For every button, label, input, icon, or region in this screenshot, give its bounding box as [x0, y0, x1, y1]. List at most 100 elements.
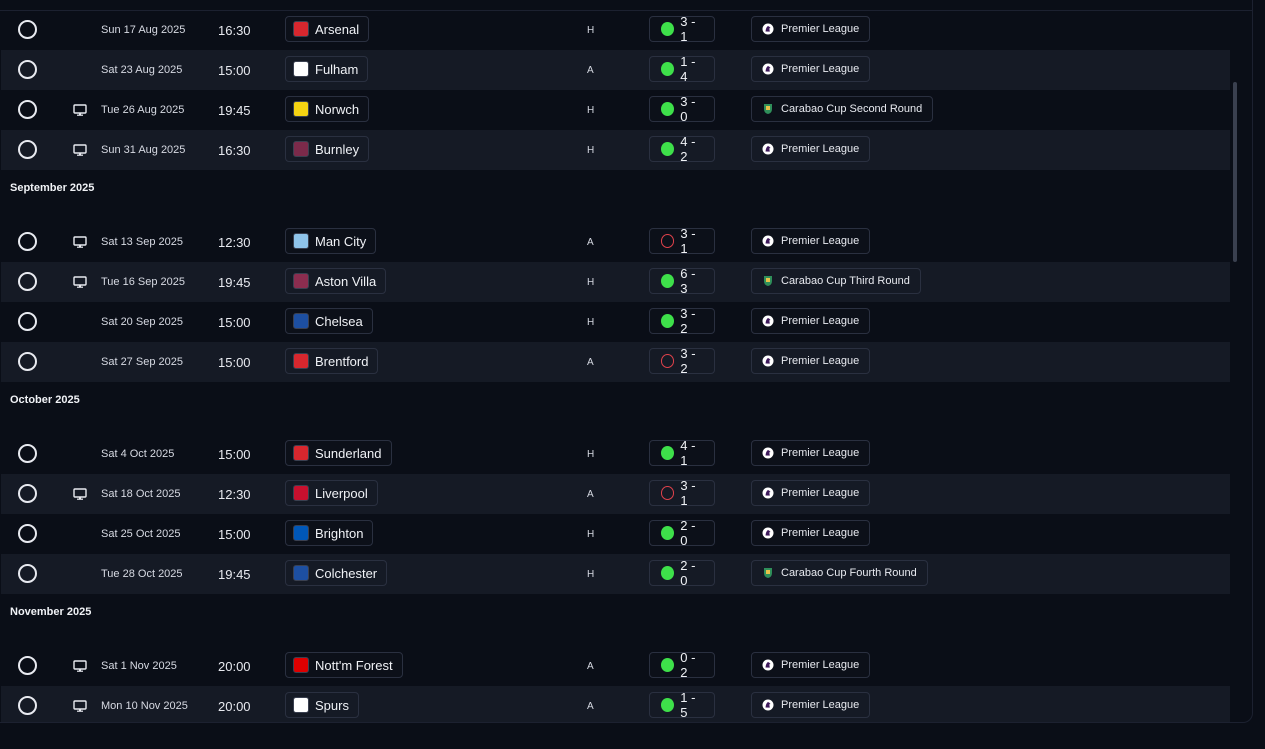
fixture-row[interactable]: Tue 28 Oct 2025 19:45 Colchester H 2 - 0 Cara… [1, 554, 1230, 594]
select-radio[interactable] [18, 272, 37, 291]
match-date: Sat 27 Sep 2025 [101, 356, 183, 368]
club-crest-icon [293, 525, 309, 541]
competition-chip[interactable]: Premier League [751, 440, 871, 466]
competition-chip[interactable]: Premier League [751, 348, 871, 374]
opponent-chip[interactable]: Burnley [285, 136, 370, 162]
result-chip[interactable]: 3 - 1 [649, 14, 715, 44]
select-radio[interactable] [18, 60, 37, 79]
select-radio[interactable] [18, 656, 37, 675]
match-date: Tue 16 Sep 2025 [101, 276, 185, 288]
select-radio[interactable] [18, 312, 37, 331]
opponent-chip[interactable]: Man City [285, 228, 377, 254]
opponent-chip[interactable]: Sunderland [285, 440, 392, 466]
premier-league-icon [762, 699, 774, 711]
competition-chip[interactable]: Carabao Cup Fourth Round [751, 560, 928, 586]
kickoff-time: 19:45 [218, 274, 251, 290]
competition-chip[interactable]: Premier League [751, 16, 871, 42]
competition-chip[interactable]: Premier League [751, 652, 871, 678]
fixture-row[interactable]: Sat 27 Sep 2025 15:00 Brentford A 3 - 2 Premi… [1, 342, 1230, 382]
match-date: Sun 31 Aug 2025 [101, 144, 186, 156]
tv-broadcast-icon [72, 474, 88, 514]
opponent-chip[interactable]: Aston Villa [285, 268, 387, 294]
competition-chip[interactable]: Carabao Cup Second Round [751, 96, 934, 122]
win-status-icon [661, 22, 675, 36]
opponent-chip[interactable]: Liverpool [285, 480, 378, 506]
opponent-name: Aston Villa [315, 273, 377, 289]
competition-chip[interactable]: Premier League [751, 692, 871, 718]
result-chip[interactable]: 2 - 0 [649, 558, 715, 588]
match-date: Sat 13 Sep 2025 [101, 236, 183, 248]
tv-broadcast-icon [72, 262, 88, 302]
select-radio[interactable] [18, 352, 37, 371]
select-radio[interactable] [18, 140, 37, 159]
opponent-chip[interactable]: Brentford [285, 348, 379, 374]
result-chip[interactable]: 3 - 1 [649, 226, 715, 256]
opponent-chip[interactable]: Brighton [285, 520, 374, 546]
fixture-row[interactable]: Sun 31 Aug 2025 16:30 Burnley H 4 - 2 Premier… [1, 130, 1230, 170]
score-text: 2 - 0 [680, 518, 696, 548]
select-radio[interactable] [18, 564, 37, 583]
venue-indicator: H [587, 144, 595, 156]
premier-league-icon [762, 315, 774, 327]
tv-broadcast-icon [72, 686, 88, 722]
competition-chip[interactable]: Carabao Cup Third Round [751, 268, 921, 294]
competition-chip[interactable]: Premier League [751, 136, 871, 162]
result-chip[interactable]: 3 - 2 [649, 306, 715, 336]
fixture-row[interactable]: Sat 1 Nov 2025 20:00 Nott'm Forest A 0 - 2 Pr… [1, 646, 1230, 686]
select-radio[interactable] [18, 100, 37, 119]
result-chip[interactable]: 4 - 1 [649, 438, 715, 468]
kickoff-time: 15:00 [218, 526, 251, 542]
opponent-chip[interactable]: Fulham [285, 56, 369, 82]
select-radio[interactable] [18, 444, 37, 463]
fixture-row[interactable]: Tue 16 Sep 2025 19:45 Aston Villa H 6 - 3 Car… [1, 262, 1230, 302]
fixture-row[interactable]: Sat 23 Aug 2025 15:00 Fulham A 1 - 4 Premier … [1, 50, 1230, 90]
opponent-chip[interactable]: Colchester [285, 560, 388, 586]
opponent-chip[interactable]: Arsenal [285, 16, 370, 42]
competition-name: Premier League [781, 23, 860, 35]
result-chip[interactable]: 1 - 5 [649, 690, 715, 720]
result-chip[interactable]: 2 - 0 [649, 518, 715, 548]
club-crest-icon [293, 101, 309, 117]
result-chip[interactable]: 1 - 4 [649, 54, 715, 84]
fixture-row[interactable]: Sun 17 Aug 2025 16:30 Arsenal H 3 - 1 Premier… [1, 10, 1230, 50]
result-chip[interactable]: 0 - 2 [649, 650, 715, 680]
select-radio[interactable] [18, 484, 37, 503]
opponent-chip[interactable]: Spurs [285, 692, 359, 718]
select-radio[interactable] [18, 696, 37, 715]
opponent-chip[interactable]: Norwch [285, 96, 370, 122]
competition-chip[interactable]: Premier League [751, 56, 871, 82]
competition-name: Carabao Cup Fourth Round [781, 567, 917, 579]
scrollbar-thumb[interactable] [1233, 82, 1237, 262]
select-radio[interactable] [18, 524, 37, 543]
fixture-row[interactable]: Sat 13 Sep 2025 12:30 Man City A 3 - 1 Premie… [1, 222, 1230, 262]
venue-indicator: A [587, 700, 594, 712]
premier-league-icon [762, 23, 774, 35]
kickoff-time: 19:45 [218, 102, 251, 118]
fixture-row[interactable]: Tue 26 Aug 2025 19:45 Norwch H 3 - 0 Carabao … [1, 90, 1230, 130]
result-chip[interactable]: 3 - 0 [649, 94, 715, 124]
select-radio[interactable] [18, 232, 37, 251]
select-radio[interactable] [18, 20, 37, 39]
competition-name: Premier League [781, 659, 860, 671]
fixture-row[interactable]: Sat 18 Oct 2025 12:30 Liverpool A 3 - 1 Premi… [1, 474, 1230, 514]
venue-indicator: H [587, 316, 595, 328]
fixture-row[interactable]: Sat 4 Oct 2025 15:00 Sunderland H 4 - 1 Premi… [1, 434, 1230, 474]
result-chip[interactable]: 6 - 3 [649, 266, 715, 296]
opponent-chip[interactable]: Nott'm Forest [285, 652, 403, 678]
fixture-row[interactable]: Sat 20 Sep 2025 15:00 Chelsea H 3 - 2 Premier… [1, 302, 1230, 342]
venue-indicator: H [587, 448, 595, 460]
opponent-chip[interactable]: Chelsea [285, 308, 373, 334]
fixture-row[interactable]: Sat 25 Oct 2025 15:00 Brighton H 2 - 0 Premie… [1, 514, 1230, 554]
fixtures-list: Sun 17 Aug 2025 16:30 Arsenal H 3 - 1 Premier… [1, 10, 1230, 722]
competition-chip[interactable]: Premier League [751, 520, 871, 546]
competition-chip[interactable]: Premier League [751, 308, 871, 334]
competition-chip[interactable]: Premier League [751, 228, 871, 254]
venue-indicator: H [587, 528, 595, 540]
venue-indicator: A [587, 64, 594, 76]
fixture-row[interactable]: Mon 10 Nov 2025 20:00 Spurs A 1 - 5 Premier L… [1, 686, 1230, 722]
header-divider [0, 10, 1252, 11]
result-chip[interactable]: 4 - 2 [649, 134, 715, 164]
competition-chip[interactable]: Premier League [751, 480, 871, 506]
result-chip[interactable]: 3 - 1 [649, 478, 715, 508]
result-chip[interactable]: 3 - 2 [649, 346, 715, 376]
